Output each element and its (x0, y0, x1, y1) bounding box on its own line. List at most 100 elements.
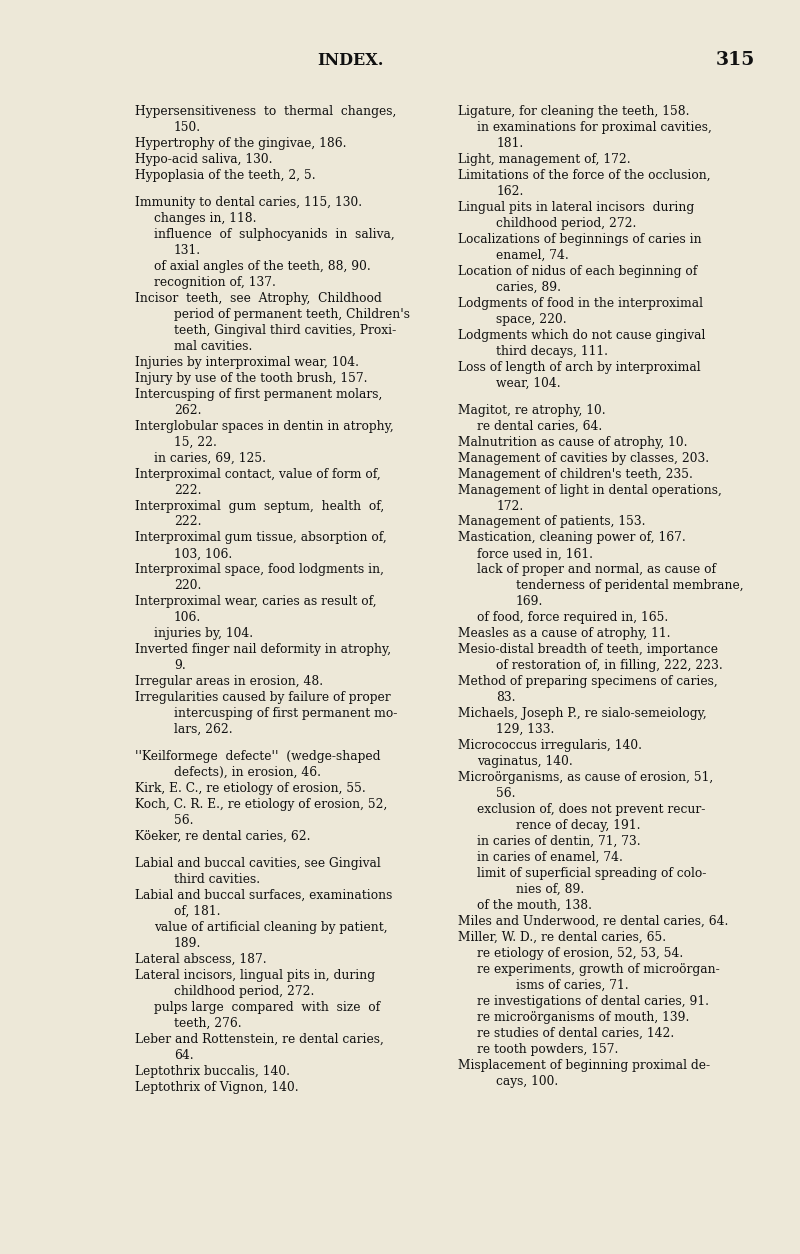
Text: third decays, 111.: third decays, 111. (496, 345, 608, 357)
Text: re tooth powders, 157.: re tooth powders, 157. (477, 1042, 618, 1056)
Text: Interglobular spaces in dentin in atrophy,: Interglobular spaces in dentin in atroph… (135, 420, 394, 433)
Text: Labial and buccal cavities, see Gingival: Labial and buccal cavities, see Gingival (135, 858, 381, 870)
Text: Irregular areas in erosion, 48.: Irregular areas in erosion, 48. (135, 675, 323, 688)
Text: third cavities.: third cavities. (174, 873, 260, 887)
Text: 106.: 106. (174, 611, 201, 624)
Text: isms of caries, 71.: isms of caries, 71. (516, 978, 629, 992)
Text: recognition of, 137.: recognition of, 137. (154, 276, 276, 288)
Text: Limitations of the force of the occlusion,: Limitations of the force of the occlusio… (458, 169, 710, 182)
Text: 83.: 83. (496, 691, 516, 705)
Text: Interproximal  gum  septum,  health  of,: Interproximal gum septum, health of, (135, 499, 384, 513)
Text: 56.: 56. (496, 788, 516, 800)
Text: Misplacement of beginning proximal de-: Misplacement of beginning proximal de- (458, 1058, 710, 1071)
Text: 189.: 189. (174, 937, 202, 951)
Text: nies of, 89.: nies of, 89. (516, 883, 584, 895)
Text: Lateral incisors, lingual pits in, during: Lateral incisors, lingual pits in, durin… (135, 969, 375, 982)
Text: 150.: 150. (174, 120, 201, 134)
Text: 220.: 220. (174, 579, 202, 592)
Text: childhood period, 272.: childhood period, 272. (174, 986, 314, 998)
Text: Kirk, E. C., re etiology of erosion, 55.: Kirk, E. C., re etiology of erosion, 55. (135, 782, 366, 795)
Text: enamel, 74.: enamel, 74. (496, 248, 569, 262)
Text: Measles as a cause of atrophy, 11.: Measles as a cause of atrophy, 11. (458, 627, 670, 641)
Text: Hypoplasia of the teeth, 2, 5.: Hypoplasia of the teeth, 2, 5. (135, 169, 316, 182)
Text: 181.: 181. (496, 137, 524, 150)
Text: Lingual pits in lateral incisors  during: Lingual pits in lateral incisors during (458, 201, 694, 214)
Text: force used in, 161.: force used in, 161. (477, 548, 593, 561)
Text: wear, 104.: wear, 104. (496, 376, 561, 390)
Text: in examinations for proximal cavities,: in examinations for proximal cavities, (477, 120, 712, 134)
Text: limit of superficial spreading of colo-: limit of superficial spreading of colo- (477, 867, 706, 880)
Text: injuries by, 104.: injuries by, 104. (154, 627, 254, 641)
Text: of restoration of, in filling, 222, 223.: of restoration of, in filling, 222, 223. (496, 660, 723, 672)
Text: of, 181.: of, 181. (174, 905, 220, 918)
Text: mal cavities.: mal cavities. (174, 340, 252, 352)
Text: childhood period, 272.: childhood period, 272. (496, 217, 637, 229)
Text: Management of cavities by classes, 203.: Management of cavities by classes, 203. (458, 451, 709, 464)
Text: Miles and Underwood, re dental caries, 64.: Miles and Underwood, re dental caries, 6… (458, 914, 728, 928)
Text: 162.: 162. (496, 184, 524, 198)
Text: Interproximal contact, value of form of,: Interproximal contact, value of form of, (135, 468, 381, 480)
Text: Magitot, re atrophy, 10.: Magitot, re atrophy, 10. (458, 404, 605, 416)
Text: 15, 22.: 15, 22. (174, 435, 217, 449)
Text: Interproximal gum tissue, absorption of,: Interproximal gum tissue, absorption of, (135, 532, 386, 544)
Text: in caries, 69, 125.: in caries, 69, 125. (154, 451, 266, 464)
Text: influence  of  sulphocyanids  in  saliva,: influence of sulphocyanids in saliva, (154, 228, 395, 241)
Text: Location of nidus of each beginning of: Location of nidus of each beginning of (458, 265, 697, 277)
Text: Micrococcus irregularis, 140.: Micrococcus irregularis, 140. (458, 739, 642, 752)
Text: Method of preparing specimens of caries,: Method of preparing specimens of caries, (458, 675, 718, 688)
Text: Leber and Rottenstein, re dental caries,: Leber and Rottenstein, re dental caries, (135, 1033, 384, 1046)
Text: Lodgments of food in the interproximal: Lodgments of food in the interproximal (458, 297, 702, 310)
Text: of axial angles of the teeth, 88, 90.: of axial angles of the teeth, 88, 90. (154, 260, 371, 273)
Text: teeth, 276.: teeth, 276. (174, 1017, 242, 1030)
Text: ''Keilformege  defecte''  (wedge-shaped: ''Keilformege defecte'' (wedge-shaped (135, 750, 381, 764)
Text: re dental caries, 64.: re dental caries, 64. (477, 420, 602, 433)
Text: in caries of dentin, 71, 73.: in caries of dentin, 71, 73. (477, 835, 641, 848)
Text: Leptothrix buccalis, 140.: Leptothrix buccalis, 140. (135, 1065, 290, 1078)
Text: 169.: 169. (516, 596, 543, 608)
Text: Injury by use of the tooth brush, 157.: Injury by use of the tooth brush, 157. (135, 371, 367, 385)
Text: Intercusping of first permanent molars,: Intercusping of first permanent molars, (135, 387, 382, 401)
Text: of food, force required in, 165.: of food, force required in, 165. (477, 611, 668, 624)
Text: Hypertrophy of the gingivae, 186.: Hypertrophy of the gingivae, 186. (135, 137, 346, 150)
Text: of the mouth, 138.: of the mouth, 138. (477, 899, 592, 912)
Text: Incisor  teeth,  see  Atrophy,  Childhood: Incisor teeth, see Atrophy, Childhood (135, 292, 382, 305)
Text: Management of children's teeth, 235.: Management of children's teeth, 235. (458, 468, 692, 480)
Text: 131.: 131. (174, 245, 201, 257)
Text: Mesio-distal breadth of teeth, importance: Mesio-distal breadth of teeth, importanc… (458, 643, 718, 656)
Text: space, 220.: space, 220. (496, 312, 567, 326)
Text: cays, 100.: cays, 100. (496, 1075, 558, 1087)
Text: INDEX.: INDEX. (317, 53, 383, 69)
Text: period of permanent teeth, Children's: period of permanent teeth, Children's (174, 307, 410, 321)
Text: Microörganisms, as cause of erosion, 51,: Microörganisms, as cause of erosion, 51, (458, 771, 713, 784)
Text: Lodgments which do not cause gingival: Lodgments which do not cause gingival (458, 329, 705, 341)
Text: 222.: 222. (174, 515, 202, 528)
Text: in caries of enamel, 74.: in caries of enamel, 74. (477, 851, 623, 864)
Text: Michaels, Joseph P., re sialo-semeiology,: Michaels, Joseph P., re sialo-semeiology… (458, 707, 706, 720)
Text: teeth, Gingival third cavities, Proxi-: teeth, Gingival third cavities, Proxi- (174, 324, 396, 337)
Text: 9.: 9. (174, 660, 186, 672)
Text: Malnutrition as cause of atrophy, 10.: Malnutrition as cause of atrophy, 10. (458, 435, 687, 449)
Text: Immunity to dental caries, 115, 130.: Immunity to dental caries, 115, 130. (135, 196, 362, 209)
Text: lack of proper and normal, as cause of: lack of proper and normal, as cause of (477, 563, 716, 577)
Text: 172.: 172. (496, 499, 524, 513)
Text: caries, 89.: caries, 89. (496, 281, 562, 293)
Text: 262.: 262. (174, 404, 202, 416)
Text: Injuries by interproximal wear, 104.: Injuries by interproximal wear, 104. (135, 356, 359, 369)
Text: 103, 106.: 103, 106. (174, 548, 232, 561)
Text: pulps large  compared  with  size  of: pulps large compared with size of (154, 1001, 381, 1014)
Text: 129, 133.: 129, 133. (496, 724, 554, 736)
Text: changes in, 118.: changes in, 118. (154, 212, 257, 224)
Text: Interproximal space, food lodgments in,: Interproximal space, food lodgments in, (135, 563, 384, 577)
Text: Inverted finger nail deformity in atrophy,: Inverted finger nail deformity in atroph… (135, 643, 391, 656)
Text: Miller, W. D., re dental caries, 65.: Miller, W. D., re dental caries, 65. (458, 930, 666, 944)
Text: re studies of dental caries, 142.: re studies of dental caries, 142. (477, 1027, 674, 1040)
Text: 315: 315 (716, 51, 755, 69)
Text: Mastication, cleaning power of, 167.: Mastication, cleaning power of, 167. (458, 532, 686, 544)
Text: Lateral abscess, 187.: Lateral abscess, 187. (135, 953, 266, 966)
Text: exclusion of, does not prevent recur-: exclusion of, does not prevent recur- (477, 803, 706, 816)
Text: re microörganisms of mouth, 139.: re microörganisms of mouth, 139. (477, 1011, 690, 1023)
Text: re experiments, growth of microörgan-: re experiments, growth of microörgan- (477, 963, 720, 976)
Text: re investigations of dental caries, 91.: re investigations of dental caries, 91. (477, 994, 709, 1008)
Text: Loss of length of arch by interproximal: Loss of length of arch by interproximal (458, 361, 700, 374)
Text: Leptothrix of Vignon, 140.: Leptothrix of Vignon, 140. (135, 1081, 298, 1093)
